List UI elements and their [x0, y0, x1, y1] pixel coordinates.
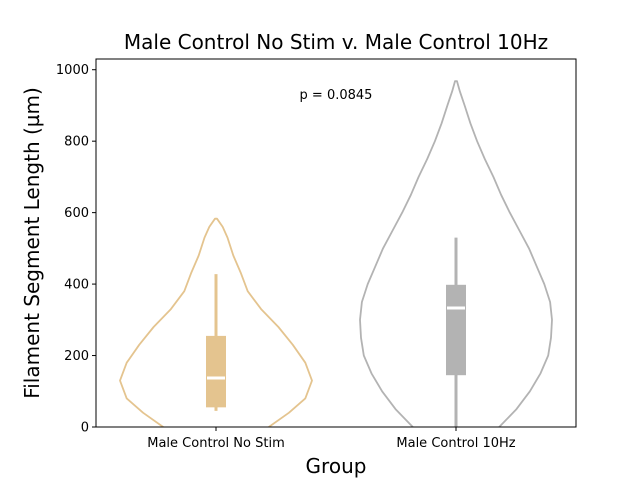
violin-outline [119, 217, 313, 427]
plot-frame [95, 58, 577, 428]
x-axis: Male Control No Stim Male Control 10Hz [147, 427, 516, 451]
y-tick-label: 400 [64, 278, 89, 293]
x-axis-label: Group [306, 454, 367, 478]
y-tick-label: 600 [64, 206, 89, 221]
y-tick-label: 200 [64, 349, 89, 364]
iqr-box [206, 335, 226, 408]
x-tick-label: Male Control 10Hz [396, 436, 515, 451]
y-tick-label: 800 [64, 135, 89, 150]
y-tick-label: 0 [81, 421, 89, 436]
p-value-annotation: p = 0.0845 [300, 88, 373, 103]
y-axis-label: Filament Segment Length (µm) [20, 87, 44, 399]
x-tick-label: Male Control No Stim [147, 436, 284, 451]
y-tick-label: 1000 [56, 63, 89, 78]
plot-area [119, 80, 553, 427]
violin-outline [359, 80, 553, 427]
chart-title: Male Control No Stim v. Male Control 10H… [124, 30, 548, 54]
iqr-box [446, 284, 466, 376]
y-axis: 0 200 400 600 800 1000 [56, 63, 96, 436]
